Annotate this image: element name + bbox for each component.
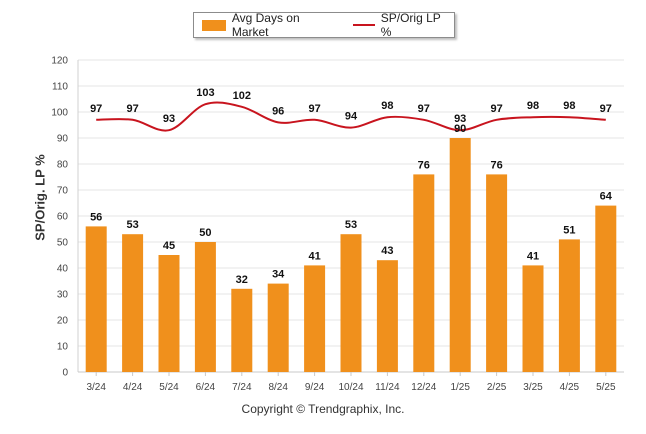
line-value-label: 97 bbox=[600, 103, 612, 115]
y-axis-label: SP/Orig. LP % bbox=[32, 154, 48, 241]
y-tick-label: 100 bbox=[51, 108, 68, 119]
legend-item-line[interactable]: SP/Orig LP % bbox=[339, 11, 454, 39]
line-value-label: 102 bbox=[233, 90, 251, 102]
x-tick-label: 7/24 bbox=[232, 382, 252, 393]
copyright-text: Copyright © Trendgraphix, Inc. bbox=[241, 402, 405, 416]
x-tick-label: 9/24 bbox=[305, 382, 325, 393]
bar bbox=[231, 288, 253, 372]
bar-value-label: 43 bbox=[381, 245, 393, 257]
line-value-label: 103 bbox=[196, 87, 214, 99]
y-tick-label: 110 bbox=[52, 82, 68, 93]
bar-value-label: 53 bbox=[126, 219, 138, 231]
line-value-label: 97 bbox=[126, 103, 138, 115]
legend-label-bar: Avg Days on Market bbox=[231, 11, 300, 39]
y-tick-label: 20 bbox=[57, 316, 69, 327]
bar-value-label: 32 bbox=[236, 274, 248, 286]
y-tick-label: 70 bbox=[57, 186, 69, 197]
bar-value-label: 41 bbox=[527, 250, 539, 262]
bar-value-label: 53 bbox=[345, 219, 357, 231]
line-value-label: 97 bbox=[418, 103, 430, 115]
legend: Avg Days on Market SP/Orig LP % bbox=[193, 11, 455, 39]
bar bbox=[122, 234, 144, 372]
bar bbox=[304, 265, 326, 372]
x-tick-label: 3/25 bbox=[523, 382, 543, 393]
bar-value-label: 50 bbox=[199, 227, 211, 239]
y-tick-label: 40 bbox=[57, 264, 69, 275]
y-tick-label: 50 bbox=[57, 238, 69, 249]
x-tick-label: 10/24 bbox=[338, 382, 363, 393]
bar bbox=[558, 239, 580, 372]
legend-item-bar[interactable]: Avg Days on Market bbox=[194, 11, 339, 39]
bar-value-label: 64 bbox=[600, 191, 613, 203]
sp-orig-line bbox=[96, 101, 606, 132]
line-series bbox=[96, 101, 606, 132]
x-tick-label: 5/24 bbox=[159, 382, 179, 393]
line-value-label: 98 bbox=[381, 100, 393, 112]
line-value-label: 97 bbox=[308, 103, 320, 115]
x-tick-label: 5/25 bbox=[596, 382, 616, 393]
x-tick-label: 8/24 bbox=[268, 382, 288, 393]
legend-swatch-line bbox=[352, 24, 375, 26]
x-tick-label: 12/24 bbox=[411, 382, 436, 393]
bar bbox=[449, 138, 471, 372]
bar-series bbox=[85, 138, 617, 372]
bar bbox=[340, 234, 362, 372]
x-tick-label: 11/24 bbox=[375, 382, 400, 393]
bar-value-label: 51 bbox=[563, 224, 575, 236]
bar-value-label: 41 bbox=[308, 250, 320, 262]
bar bbox=[413, 174, 435, 372]
bar bbox=[486, 174, 508, 372]
x-tick-label: 2/25 bbox=[487, 382, 507, 393]
bar-value-label: 56 bbox=[90, 211, 102, 223]
bar bbox=[522, 265, 544, 372]
bar bbox=[267, 283, 289, 372]
bar-value-label: 76 bbox=[490, 159, 502, 171]
bar bbox=[595, 205, 617, 372]
y-tick-label: 60 bbox=[57, 212, 69, 223]
x-axis-ticks: 3/24 4/24 5/24 6/24 7/24 8/24 9/24 10/24 11/24 12… bbox=[86, 372, 616, 393]
line-value-label: 94 bbox=[345, 111, 358, 123]
bar bbox=[158, 255, 180, 372]
x-tick-label: 6/24 bbox=[196, 382, 216, 393]
y-tick-label: 30 bbox=[57, 290, 69, 301]
y-tick-label: 90 bbox=[57, 134, 69, 145]
y-tick-label: 0 bbox=[62, 368, 68, 379]
line-value-label: 96 bbox=[272, 105, 284, 117]
legend-swatch-bar bbox=[202, 19, 226, 31]
data-labels: 56 53 45 50 32 34 41 53 43 76 90 76 41 51 64 97 97 93 103 1… bbox=[90, 87, 613, 286]
line-value-label: 97 bbox=[90, 103, 102, 115]
bar-value-label: 34 bbox=[272, 269, 285, 281]
line-value-label: 93 bbox=[454, 113, 466, 125]
y-axis-ticks: 0 10 20 30 40 50 60 70 80 90 100 110 120 bbox=[51, 56, 68, 379]
line-value-label: 97 bbox=[490, 103, 502, 115]
x-tick-label: 3/24 bbox=[86, 382, 106, 393]
line-value-label: 93 bbox=[163, 113, 175, 125]
bar-value-label: 76 bbox=[418, 159, 430, 171]
line-value-label: 98 bbox=[563, 100, 575, 112]
bar-value-label: 45 bbox=[163, 240, 175, 252]
x-tick-label: 4/25 bbox=[560, 382, 580, 393]
bar bbox=[376, 260, 398, 372]
y-tick-label: 80 bbox=[57, 160, 69, 171]
bar bbox=[194, 242, 216, 372]
line-value-label: 98 bbox=[527, 100, 539, 112]
y-tick-label: 120 bbox=[51, 56, 68, 67]
x-tick-label: 1/25 bbox=[450, 382, 470, 393]
x-tick-label: 4/24 bbox=[123, 382, 143, 393]
legend-label-line: SP/Orig LP % bbox=[380, 11, 441, 39]
bar-value-label: 90 bbox=[454, 123, 466, 135]
y-tick-label: 10 bbox=[57, 342, 69, 353]
bar bbox=[85, 226, 107, 372]
